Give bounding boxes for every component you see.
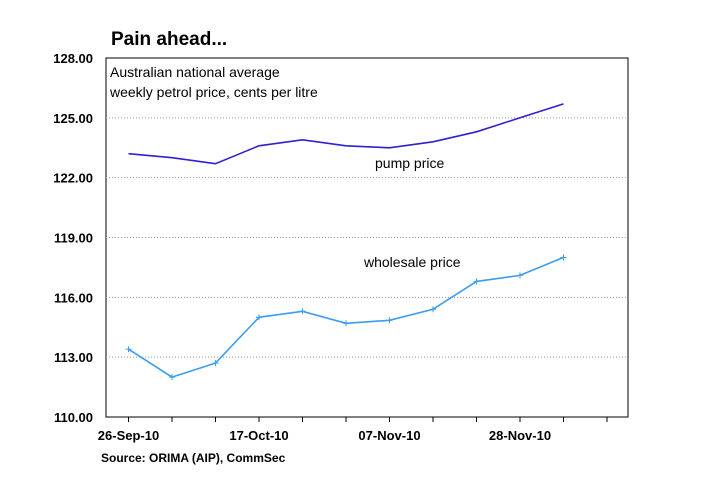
chart-title: Pain ahead... (111, 29, 227, 50)
series-label-pump-price: pump price (375, 155, 444, 171)
y-tick-label: 110.00 (54, 410, 93, 425)
y-tick-label: 122.00 (53, 171, 93, 186)
data-point-wholesale (299, 308, 306, 315)
data-point-wholesale (212, 360, 219, 367)
y-tick-label: 113.00 (54, 350, 93, 365)
data-point-wholesale (256, 314, 262, 321)
data-point-wholesale (169, 374, 175, 381)
data-point-wholesale (517, 272, 523, 279)
grid (106, 117, 628, 358)
series-line-pump-price (128, 103, 564, 165)
data-point-wholesale (430, 306, 436, 313)
y-tick-label: 116.00 (54, 290, 93, 305)
y-axis: 110.00 113.00 116.00 119.00 122.00 125.00 128.… (53, 51, 93, 425)
x-tick-label: 17-Oct-10 (229, 428, 288, 443)
chart-subtitle-line-1: Australian national average (110, 64, 280, 80)
data-point-wholesale (125, 346, 132, 353)
x-tick-label: 07-Nov-10 (358, 428, 420, 443)
series-lines (125, 103, 567, 381)
y-tick-label: 119.00 (54, 231, 93, 246)
x-axis: 26-Sep-10 17-Oct-10 07-Nov-10 28-Nov-10 (98, 417, 608, 443)
x-tick-label: 26-Sep-10 (98, 428, 159, 443)
y-tick-label: 125.00 (53, 111, 93, 126)
y-tick-label: 128.00 (53, 51, 93, 66)
data-point-wholesale (473, 278, 480, 285)
data-point-wholesale (386, 317, 393, 324)
chart-subtitle-line-2: weekly petrol price, cents per litre (109, 84, 318, 100)
chart-source: Source: ORIMA (AIP), CommSec (101, 451, 286, 465)
series-label-wholesale-price: wholesale price (363, 254, 461, 270)
data-point-wholesale (560, 254, 567, 261)
x-tick-label: 28-Nov-10 (489, 428, 551, 443)
data-point-wholesale (343, 320, 349, 327)
